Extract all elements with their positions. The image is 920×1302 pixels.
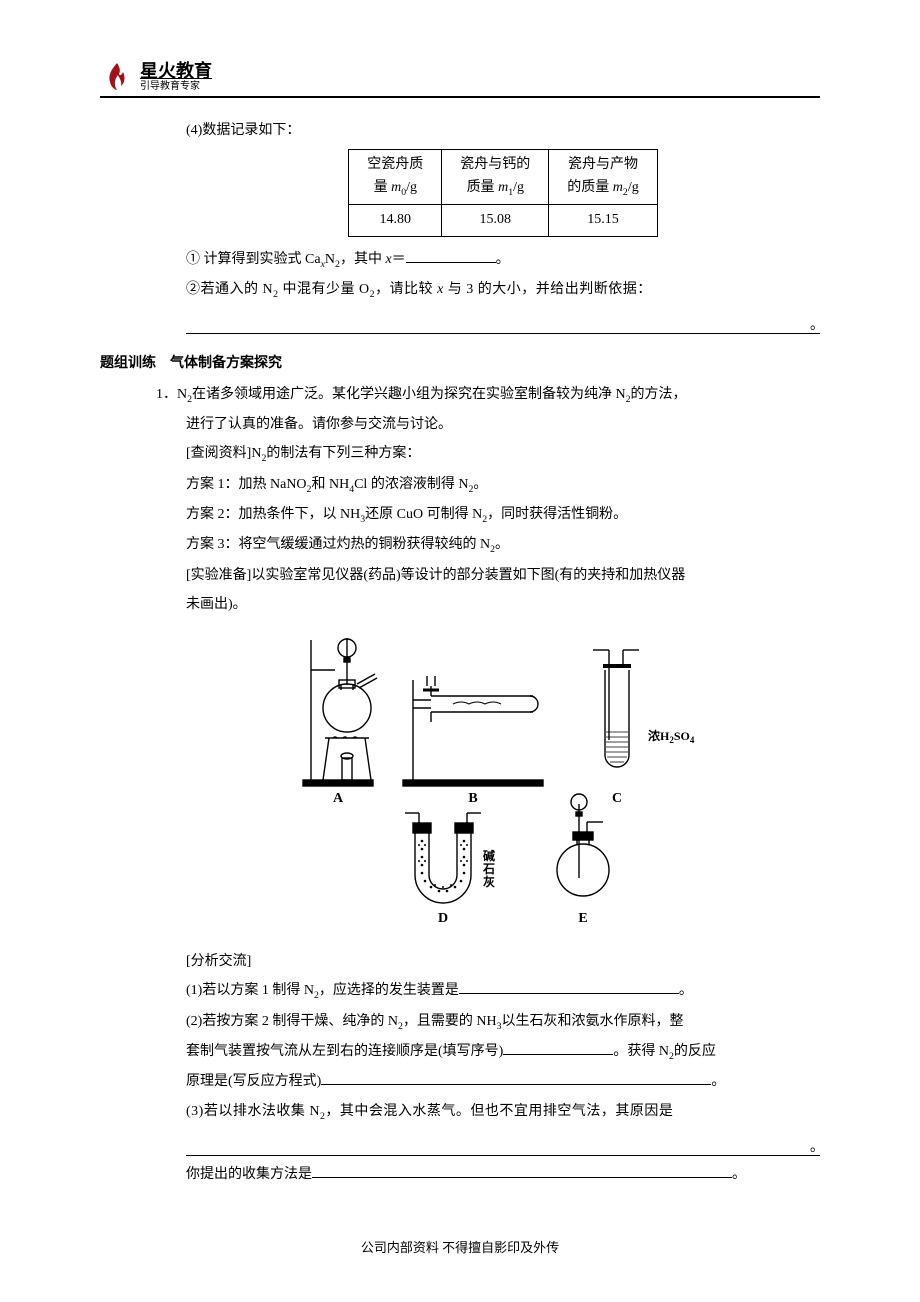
blank-field[interactable]	[459, 978, 679, 995]
blank-field-long[interactable]	[186, 1139, 820, 1156]
q1-prep-1: [实验准备]以实验室常见仪器(药品)等设计的部分装置如下图(有的夹持和加热仪器	[186, 561, 820, 590]
label-B: B	[468, 791, 477, 806]
section-heading: 题组训练 气体制备方案探究	[100, 348, 820, 377]
blank-field[interactable]	[321, 1069, 711, 1086]
acid-label: 浓H2SO4	[648, 728, 695, 745]
q4-intro: (4)数据记录如下：	[186, 116, 820, 145]
q1-sub2-line1: (2)若按方案 2 制得干燥、纯净的 N2，且需要的 NH3以生石灰和浓氨水作原…	[186, 1007, 820, 1037]
q1-plan1: 方案 1：加热 NaNO2和 NH4Cl 的浓溶液制得 N2。	[186, 470, 820, 500]
q1-plan3: 方案 3：将空气缓缓通过灼热的铜粉获得较纯的 N2。	[186, 530, 820, 560]
blank-field-long[interactable]	[186, 317, 820, 334]
q1-analysis-heading: [分析交流]	[186, 947, 820, 976]
col-header-3: 瓷舟与产物 的质量 m2/g	[549, 150, 657, 205]
table-row: 14.80 15.08 15.15	[349, 205, 657, 236]
label-D: D	[438, 911, 448, 926]
q1-intro-line1: 1．N2在诸多领域用途广泛。某化学兴趣小组为探究在实验室制备较为纯净 N2的方法…	[100, 380, 820, 410]
cell-m1: 15.08	[442, 205, 549, 236]
q1-prep-2: 未画出)。	[186, 590, 820, 619]
header-divider	[100, 96, 820, 98]
q1-sub1: (1)若以方案 1 制得 N2，应选择的发生装置是。	[186, 976, 820, 1006]
label-C: C	[612, 791, 622, 806]
q4-part2: ②若通入的 N2 中混有少量 O2，请比较 x 与 3 的大小，并给出判断依据：	[186, 275, 820, 305]
table-header-row: 空瓷舟质 量 m0/g 瓷舟与钙的 质量 m1/g 瓷舟与产物 的质量 m2/g	[349, 150, 657, 205]
label-A: A	[333, 791, 344, 806]
col-header-2: 瓷舟与钙的 质量 m1/g	[442, 150, 549, 205]
period: 。	[810, 1133, 824, 1162]
blank-field[interactable]	[406, 246, 496, 263]
logo-tagline: 引导教育专家	[140, 81, 212, 92]
logo-brand: 星火教育	[140, 62, 212, 82]
blank-field[interactable]	[312, 1161, 732, 1178]
q4-part1: ① 计算得到实验式 CaxN2，其中 x＝。	[186, 245, 820, 275]
q1-sub3-line1: (3)若以排水法收集 N2，其中会混入水蒸气。但也不宜用排空气法，其原因是	[186, 1097, 820, 1127]
cell-m2: 15.15	[549, 205, 657, 236]
q1-sub3-line2: 你提出的收集方法是。	[186, 1160, 820, 1189]
page-footer: 公司内部资料 不得擅自影印及外传	[0, 1237, 920, 1256]
label-E: E	[578, 911, 587, 926]
cell-m0: 14.80	[349, 205, 442, 236]
q1-intro-line2: 进行了认真的准备。请你参与交流与讨论。	[186, 410, 820, 439]
header-logo: 星火教育 引导教育专家	[100, 60, 820, 94]
q1-lookup: [查阅资料]N2的制法有下列三种方案：	[186, 439, 820, 469]
q1-sub2-line3: 原理是(写反应方程式)。	[186, 1067, 820, 1096]
logo-flame-icon	[100, 60, 134, 94]
q1-plan2: 方案 2：加热条件下，以 NH3还原 CuO 可制得 N2，同时获得活性铜粉。	[186, 500, 820, 530]
period: 。	[810, 311, 824, 340]
apparatus-diagram: A	[186, 630, 820, 941]
col-header-1: 空瓷舟质 量 m0/g	[349, 150, 442, 205]
blank-field[interactable]	[503, 1038, 613, 1055]
q1-sub2-line2: 套制气装置按气流从左到右的连接顺序是(填写序号)。获得 N2的反应	[186, 1037, 820, 1067]
lime-label: 碱 石 灰	[482, 848, 498, 889]
data-table: 空瓷舟质 量 m0/g 瓷舟与钙的 质量 m1/g 瓷舟与产物 的质量 m2/g…	[348, 149, 657, 236]
